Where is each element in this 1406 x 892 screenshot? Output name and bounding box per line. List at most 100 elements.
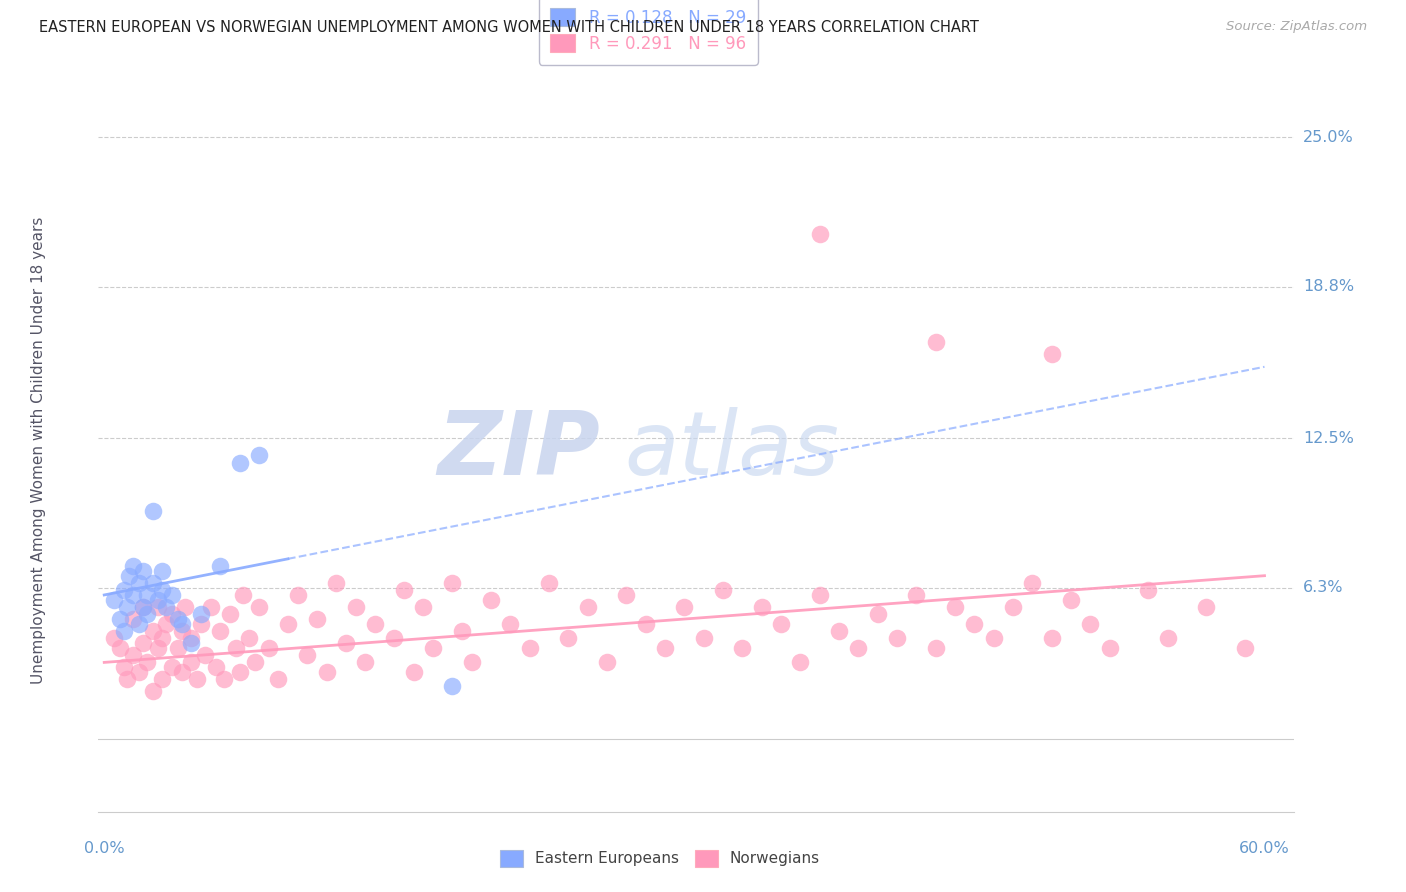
Point xyxy=(634,616,657,631)
Point xyxy=(150,673,173,687)
Point xyxy=(287,588,309,602)
Point xyxy=(142,503,165,517)
Point xyxy=(277,616,299,631)
Point xyxy=(212,673,235,687)
Point xyxy=(108,640,131,655)
Point xyxy=(243,656,266,670)
Point xyxy=(132,564,155,578)
Point xyxy=(596,656,619,670)
Point xyxy=(499,616,522,631)
Text: Unemployment Among Women with Children Under 18 years: Unemployment Among Women with Children U… xyxy=(31,217,46,684)
Point xyxy=(537,576,560,591)
Point xyxy=(135,588,157,602)
Text: 12.5%: 12.5% xyxy=(1303,431,1354,446)
Point xyxy=(190,607,212,622)
Point xyxy=(108,612,131,626)
Point xyxy=(711,583,734,598)
Point xyxy=(160,588,183,602)
Text: 18.8%: 18.8% xyxy=(1303,279,1354,294)
Point xyxy=(150,564,173,578)
Point xyxy=(1040,347,1063,361)
Point xyxy=(441,576,464,591)
Point xyxy=(238,632,260,646)
Point xyxy=(132,636,155,650)
Point xyxy=(1060,592,1083,607)
Point xyxy=(180,656,202,670)
Point xyxy=(209,624,232,639)
Point xyxy=(412,599,434,614)
Point xyxy=(451,624,474,639)
Point xyxy=(886,632,908,646)
Point xyxy=(1040,632,1063,646)
Point xyxy=(135,656,157,670)
Point xyxy=(232,588,254,602)
Point xyxy=(422,640,444,655)
Point xyxy=(770,616,793,631)
Point xyxy=(122,559,145,574)
Point xyxy=(848,640,870,655)
Point xyxy=(112,624,135,639)
Point xyxy=(155,599,177,614)
Point xyxy=(166,612,188,626)
Point xyxy=(170,665,193,679)
Point xyxy=(905,588,928,602)
Point xyxy=(170,624,193,639)
Point xyxy=(122,612,145,626)
Point xyxy=(112,660,135,674)
Point xyxy=(354,656,377,670)
Point xyxy=(205,660,228,674)
Point xyxy=(751,599,773,614)
Point xyxy=(247,599,270,614)
Point xyxy=(392,583,415,598)
Point xyxy=(267,673,290,687)
Point xyxy=(155,616,177,631)
Point xyxy=(943,599,966,614)
Point xyxy=(117,599,139,614)
Point xyxy=(297,648,319,662)
Point xyxy=(344,599,367,614)
Point xyxy=(441,680,464,694)
Point xyxy=(364,616,387,631)
Point xyxy=(150,583,173,598)
Point xyxy=(808,588,831,602)
Text: EASTERN EUROPEAN VS NORWEGIAN UNEMPLOYMENT AMONG WOMEN WITH CHILDREN UNDER 18 YE: EASTERN EUROPEAN VS NORWEGIAN UNEMPLOYME… xyxy=(39,20,979,35)
Point xyxy=(228,665,250,679)
Point xyxy=(402,665,425,679)
Point xyxy=(132,599,155,614)
Point xyxy=(166,640,188,655)
Text: ZIP: ZIP xyxy=(437,407,600,494)
Point xyxy=(983,632,1005,646)
Point xyxy=(135,607,157,622)
Point xyxy=(731,640,754,655)
Point xyxy=(382,632,405,646)
Point xyxy=(150,632,173,646)
Point xyxy=(1195,599,1218,614)
Point xyxy=(925,640,948,655)
Point xyxy=(925,334,948,349)
Point xyxy=(142,576,165,591)
Text: 0.0%: 0.0% xyxy=(84,840,125,855)
Point xyxy=(128,576,150,591)
Point xyxy=(180,632,202,646)
Point xyxy=(305,612,328,626)
Point xyxy=(673,599,696,614)
Point xyxy=(194,648,217,662)
Point xyxy=(1002,599,1025,614)
Point xyxy=(174,599,197,614)
Text: 6.3%: 6.3% xyxy=(1303,580,1344,595)
Point xyxy=(160,660,183,674)
Legend: Eastern Europeans, Norwegians: Eastern Europeans, Norwegians xyxy=(494,844,827,872)
Point xyxy=(122,588,145,602)
Point xyxy=(614,588,637,602)
Point xyxy=(247,448,270,462)
Point xyxy=(808,227,831,241)
Point xyxy=(103,592,125,607)
Point xyxy=(460,656,482,670)
Point xyxy=(142,684,165,698)
Text: atlas: atlas xyxy=(624,408,839,493)
Point xyxy=(1021,576,1043,591)
Point xyxy=(1098,640,1121,655)
Point xyxy=(335,636,357,650)
Point xyxy=(866,607,889,622)
Point xyxy=(117,673,139,687)
